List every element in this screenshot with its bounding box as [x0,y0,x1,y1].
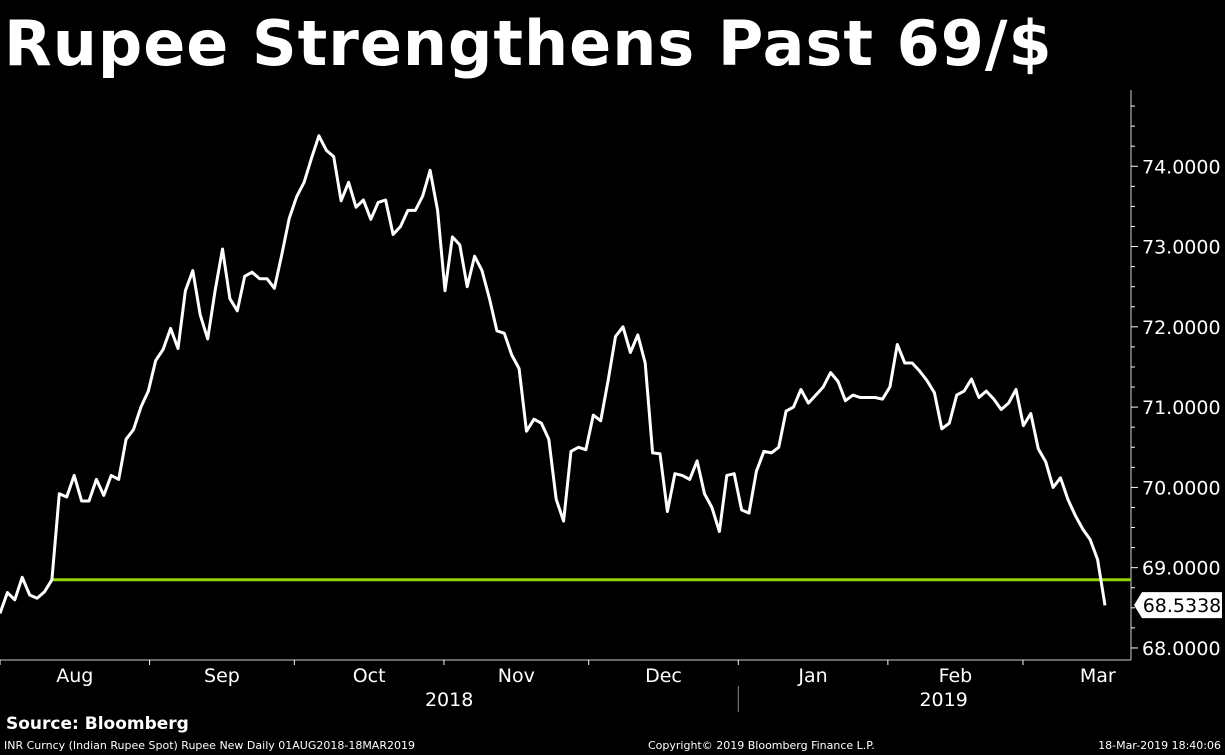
source-label: Source: Bloomberg [6,714,189,734]
last-value-box [1134,592,1222,619]
y-tick-label: 73.0000 [1142,237,1221,259]
x-month-label: Feb [939,665,973,687]
x-axis: Aug Sep Oct Nov Dec Jan Feb Mar 2018 2019 [0,660,1116,712]
last-value-label: 68.5338 [1143,595,1222,617]
footer-timestamp: 18-Mar-2019 18:40:06 [1098,739,1221,752]
y-tick-label: 68.0000 [1142,638,1221,660]
x-month-label: Nov [498,665,535,687]
footer-ticker-info: INR Curncy (Indian Rupee Spot) Rupee New… [4,739,415,752]
x-year-label: 2019 [919,689,967,711]
x-month-label: Jan [797,665,827,687]
y-tick-label: 74.0000 [1142,156,1221,178]
x-month-label: Oct [353,665,386,687]
x-month-label: Sep [204,665,240,687]
y-tick-label: 72.0000 [1142,317,1221,339]
chart-title: Rupee Strengthens Past 69/$ [4,7,1053,80]
series-line [0,134,1107,614]
x-year-label: 2018 [425,689,473,711]
y-tick-label: 70.0000 [1142,477,1221,499]
x-month-label: Aug [56,665,93,687]
series-group: 68.5338 [0,134,1222,619]
x-month-label: Dec [645,665,682,687]
y-tick-label: 69.0000 [1142,558,1221,580]
chart-frame [0,90,1132,661]
x-month-label: Mar [1080,665,1116,687]
footer-copyright: Copyright© 2019 Bloomberg Finance L.P. [648,739,875,752]
y-axis: 68.0000 69.0000 70.0000 71.0000 72.0000 73.00… [1131,105,1221,660]
y-tick-label: 71.0000 [1142,397,1221,419]
